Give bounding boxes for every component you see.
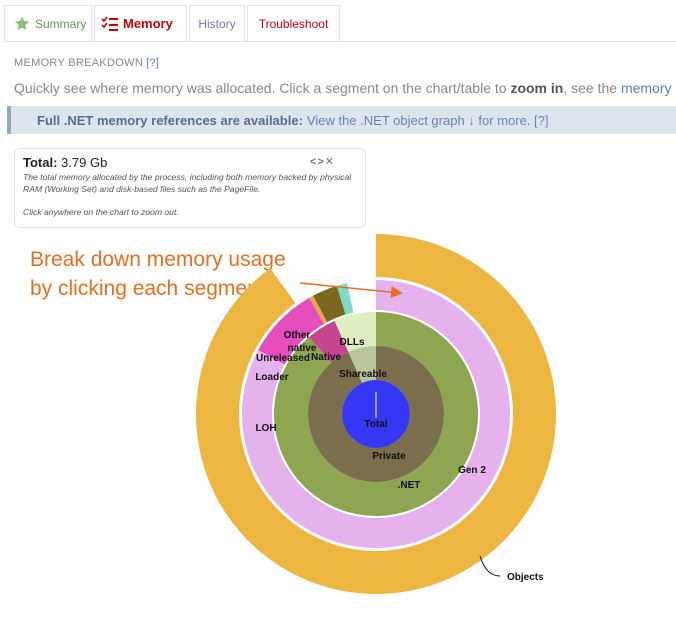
objects-leader-line <box>479 555 501 577</box>
private-segment[interactable] <box>308 346 445 482</box>
other-native-segment[interactable] <box>336 283 354 315</box>
dotnet-notice-bar: Full .NET memory references are availabl… <box>7 106 676 134</box>
label-other-native-1: Other <box>284 330 311 341</box>
tab-summary-label: Summary <box>35 16 87 31</box>
label-native: Native <box>311 352 341 363</box>
intro-text-part2: , see the <box>563 80 621 96</box>
net-segment[interactable] <box>273 312 478 516</box>
label-loader: Loader <box>255 372 288 383</box>
label-total: Total <box>364 419 387 430</box>
loader-segment[interactable] <box>309 295 328 324</box>
tab-bar: Summary Memory History Troubleshoot <box>4 5 342 42</box>
unreleased-segment[interactable] <box>313 285 346 323</box>
label-private: Private <box>372 451 406 462</box>
intro-text-part1: Quickly see where memory was allocated. … <box>14 80 511 96</box>
tab-history-label: History <box>198 16 236 31</box>
label-unreleased: Unreleased <box>256 353 310 364</box>
info-title: Total: 3.79 Gb <box>23 155 357 170</box>
callout-text: Break down memory usage by clicking each… <box>30 245 286 303</box>
tab-troubleshoot[interactable]: Troubleshoot <box>247 5 340 42</box>
info-card-controls[interactable]: <>✕ <box>309 156 335 168</box>
loh-segment[interactable] <box>258 297 324 365</box>
info-title-label: Total: <box>23 155 58 170</box>
label-objects: Objects <box>507 572 544 583</box>
section-help-link[interactable]: [?] <box>146 57 160 69</box>
tab-troubleshoot-label: Troubleshoot <box>258 16 329 31</box>
label-loh: LOH <box>255 423 276 434</box>
notice-bold: Full .NET memory references are availabl… <box>37 112 303 128</box>
checklist-icon <box>101 16 119 32</box>
tab-memory-label: Memory <box>123 16 173 31</box>
object-graph-link[interactable]: View the .NET object graph ↓ for more. [… <box>306 112 549 128</box>
intro-text: Quickly see where memory was allocated. … <box>14 80 676 96</box>
dlls-segment[interactable] <box>334 312 376 352</box>
segment-info-card: Total: 3.79 Gb <>✕ The total memory allo… <box>14 148 366 228</box>
tab-memory[interactable]: Memory <box>94 5 187 42</box>
label-dlls: DLLs <box>340 337 365 348</box>
star-icon <box>13 15 31 32</box>
shareable-segment[interactable] <box>348 346 376 383</box>
native-segment[interactable] <box>309 320 349 363</box>
callout-line1: Break down memory usage <box>30 248 286 271</box>
intro-bold: zoom in <box>510 80 564 96</box>
label-gen2: Gen 2 <box>458 465 486 476</box>
info-total-value: 3.79 Gb <box>61 155 108 170</box>
memory-detail-link[interactable]: memory det <box>620 80 676 96</box>
tab-history[interactable]: History <box>189 5 245 42</box>
info-description: The total memory allocated by the proces… <box>23 172 352 217</box>
section-title: MEMORY BREAKDOWN [?] <box>14 57 159 69</box>
callout-arrow <box>299 282 403 299</box>
label-shareable: Shareable <box>339 369 387 380</box>
label-other-native-2: native <box>288 343 317 354</box>
tab-divider <box>4 41 676 42</box>
section-title-text: MEMORY BREAKDOWN <box>14 57 144 69</box>
callout-line2: by clicking each segment <box>30 277 265 300</box>
label-net: .NET <box>398 480 421 491</box>
tab-summary[interactable]: Summary <box>4 5 92 42</box>
